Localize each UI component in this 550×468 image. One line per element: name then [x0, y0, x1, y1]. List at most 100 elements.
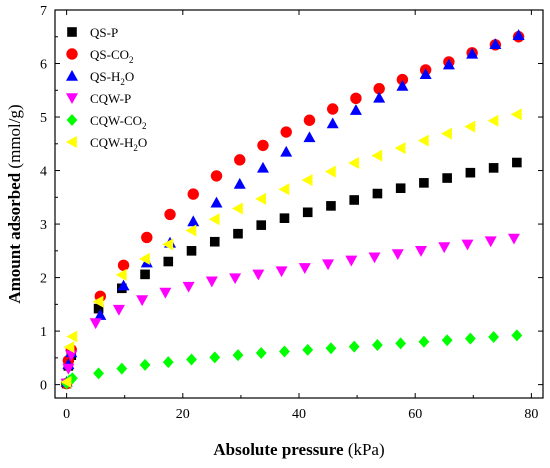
data-point [512, 29, 525, 40]
legend-item: QS-CO2 [66, 47, 134, 65]
data-point [209, 351, 221, 364]
data-point [116, 362, 128, 375]
data-point [139, 252, 150, 265]
data-point [395, 337, 407, 350]
data-point [396, 73, 409, 86]
legend-item: CQW-CO2 [66, 113, 147, 131]
y-tick-label: 2 [40, 272, 47, 287]
data-point [232, 202, 243, 215]
data-point [187, 188, 199, 200]
data-point [280, 145, 293, 157]
data-point [466, 47, 479, 59]
data-point [322, 259, 335, 271]
data-point [368, 252, 381, 264]
data-point [442, 173, 452, 183]
series-cqw-p [60, 233, 520, 390]
y-tick-label: 3 [40, 218, 47, 233]
data-point [487, 114, 499, 127]
data-point [93, 367, 104, 380]
data-point [186, 353, 197, 366]
data-point [209, 236, 220, 247]
legend-marker [67, 27, 77, 37]
y-tick-label: 0 [40, 379, 47, 394]
y-tick-label: 6 [40, 58, 47, 73]
x-tick-label: 0 [63, 407, 70, 422]
data-point [349, 104, 362, 115]
x-axis-title: Absolute pressure (kPa) [213, 440, 384, 459]
data-point [324, 165, 336, 178]
legend-item: CQW-H2O [66, 135, 147, 153]
data-point [511, 329, 523, 342]
data-point [302, 343, 314, 356]
data-point [187, 215, 200, 227]
data-point [298, 263, 311, 274]
data-point [94, 309, 107, 320]
data-point [210, 196, 223, 208]
data-point [257, 139, 269, 152]
data-point [278, 183, 290, 196]
legend-marker [66, 70, 78, 81]
data-point [395, 183, 406, 194]
data-point [326, 117, 339, 129]
data-point [465, 167, 476, 178]
x-tick-label: 40 [292, 407, 306, 422]
data-point [163, 256, 174, 267]
data-point [279, 345, 290, 358]
legend-label: CQW-H2O [90, 135, 147, 153]
series-qs-co2 [60, 31, 525, 390]
data-point [464, 120, 476, 133]
data-point [302, 207, 313, 218]
data-point [279, 213, 290, 223]
data-point [205, 276, 218, 288]
data-point [233, 228, 243, 239]
legend-label: QS-P [90, 25, 118, 40]
data-point [345, 255, 358, 267]
x-tick-label: 20 [176, 407, 190, 422]
data-point [232, 349, 244, 362]
data-point [461, 239, 474, 251]
data-point [396, 79, 409, 91]
data-point [507, 233, 520, 245]
data-point [115, 268, 127, 281]
data-point [373, 82, 385, 95]
data-point [92, 295, 104, 308]
data-point [417, 134, 429, 147]
data-point [350, 92, 362, 105]
data-point [326, 201, 336, 211]
data-point [162, 356, 174, 369]
data-point [488, 330, 500, 343]
legend-label: CQW-CO2 [90, 113, 147, 131]
data-point [488, 163, 499, 173]
legend-marker [66, 114, 78, 126]
data-point [141, 231, 153, 244]
data-point [63, 341, 75, 354]
data-points [60, 29, 525, 390]
data-point [252, 269, 265, 281]
data-point [372, 188, 383, 199]
series-cqw-h2o [60, 108, 522, 388]
data-point [112, 304, 125, 316]
data-point [438, 242, 451, 254]
legend-marker [66, 136, 77, 148]
data-point [60, 375, 72, 388]
data-point [255, 192, 267, 205]
data-point [489, 38, 502, 50]
data-point [303, 131, 316, 143]
data-point [372, 339, 383, 352]
data-point [303, 114, 316, 126]
y-tick-label: 5 [40, 111, 47, 126]
data-point [441, 127, 452, 140]
data-point [280, 126, 292, 138]
data-point [373, 91, 386, 103]
y-tick-label: 1 [40, 325, 47, 340]
data-point [255, 347, 267, 360]
data-point [419, 68, 432, 80]
legend-item: QS-P [67, 25, 118, 40]
data-point [162, 238, 174, 251]
legend-label: QS-H2O [90, 69, 134, 87]
data-point [140, 269, 150, 280]
x-tick-label: 60 [408, 407, 422, 422]
data-point [348, 157, 359, 170]
data-point [301, 174, 313, 187]
